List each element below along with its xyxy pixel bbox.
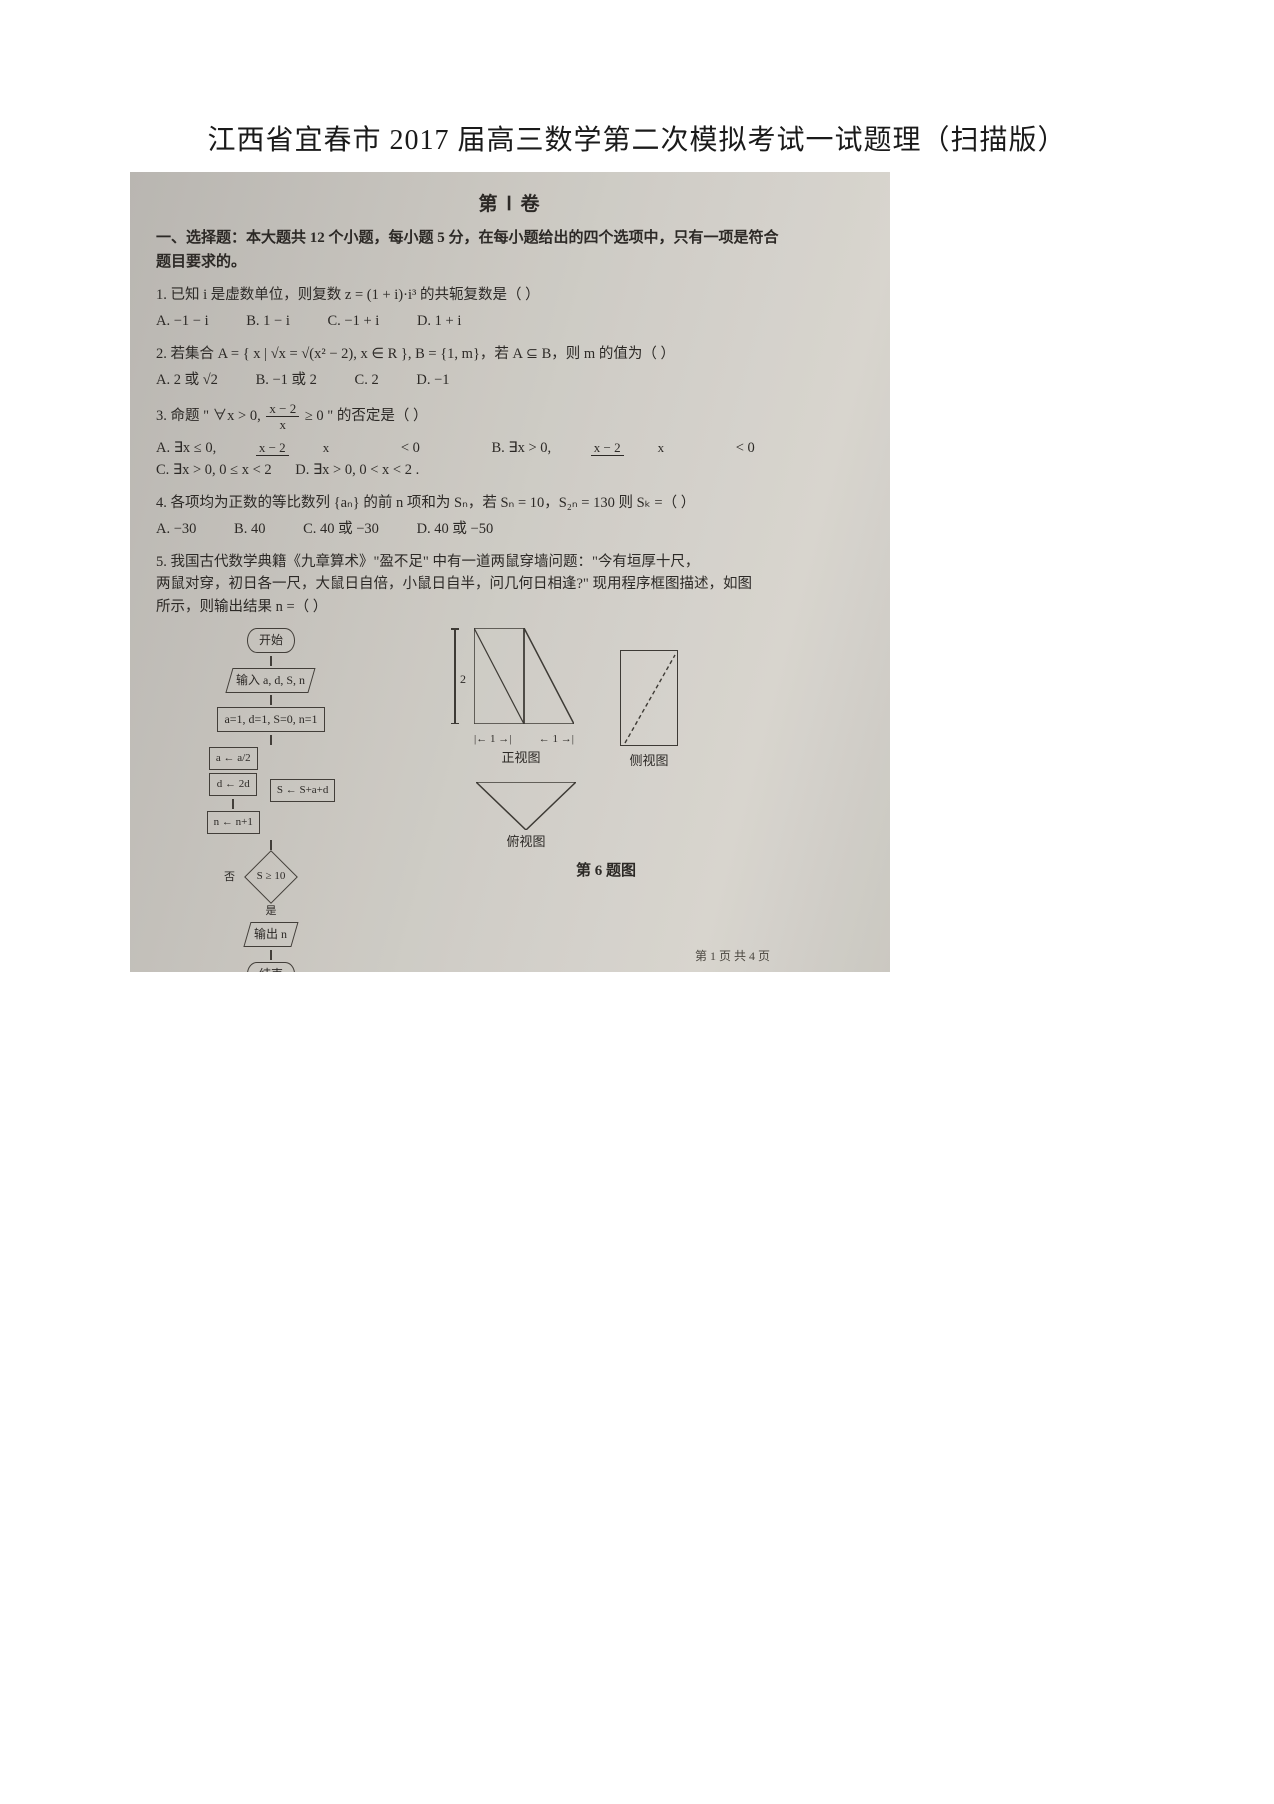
q6-row1: 2 |← 1 →| ← 1 →| 正视图	[456, 628, 756, 746]
page-footer: 第 1 页 共 4 页	[695, 947, 770, 966]
q3A-d: x	[323, 440, 330, 454]
question-5: 5. 我国古代数学典籍《九章算术》"盈不足" 中有一道两鼠穿墙问题："今有垣厚十…	[156, 551, 864, 618]
front-view: 2 |← 1 →| ← 1 →| 正视图	[456, 628, 586, 746]
q3B-d: x	[658, 440, 665, 454]
flow-split-row: a ← a/2 d ← 2d n ← n+1 S ← S+a+d	[207, 747, 336, 837]
flow-init: a=1, d=1, S=0, n=1	[217, 707, 324, 732]
flow-incr: n ← n+1	[207, 811, 260, 834]
q3A-frac: x − 2 x	[256, 440, 363, 456]
q1-opt-d: D. 1 + i	[417, 310, 461, 332]
q3-post: ≥ 0 " 的否定是（ ）	[305, 408, 428, 424]
q6-views: 2 |← 1 →| ← 1 →| 正视图	[456, 628, 756, 883]
q3-opt-a: A. ∃x ≤ 0, x − 2 x < 0	[156, 437, 454, 459]
q3-options: A. ∃x ≤ 0, x − 2x < 0 B. ∃x > 0, x − 2x …	[156, 437, 864, 482]
front-dim-left: 2	[454, 628, 456, 724]
front-dim-b1: |← 1 →|	[474, 731, 511, 748]
arrow-icon	[270, 656, 272, 666]
q3-frac-den: x	[266, 417, 299, 431]
q4-opt-a: A. −30	[156, 518, 196, 540]
arrow-icon	[270, 840, 272, 850]
q3-opt-b: B. ∃x > 0, x − 2 x < 0	[492, 437, 789, 459]
flow-input: 输入 a, d, S, n	[226, 668, 316, 693]
q1-opt-b: B. 1 − i	[246, 310, 290, 332]
front-dim-v: 2	[460, 670, 466, 689]
q3A-pre: A. ∃x ≤ 0,	[156, 437, 216, 459]
q4-opt-c: C. 40 或 −30	[303, 518, 379, 540]
arrow-icon	[232, 799, 234, 809]
flow-yes-label: 是	[266, 903, 277, 920]
question-3: 3. 命题 " ∀x > 0, x − 2 x ≥ 0 " 的否定是（ ）	[156, 402, 864, 431]
flow-left-d: d ← 2d	[209, 773, 257, 796]
question-4: 4. 各项均为正数的等比数列 {aₙ} 的前 n 项和为 Sₙ，若 Sₙ = 1…	[156, 492, 864, 514]
section1-line2: 题目要求的。	[156, 254, 246, 270]
flow-output-text: 输出 n	[254, 925, 287, 944]
q2-opt-d: D. −1	[416, 369, 449, 391]
question-1: 1. 已知 i 是虚数单位，则复数 z = (1 + i)·i³ 的共轭复数是（…	[156, 284, 864, 306]
flow-no-label: 否	[224, 869, 235, 886]
q2-opt-b: B. −1 或 2	[256, 369, 317, 391]
q3B-n: x − 2	[591, 441, 624, 456]
q3B-pre: B. ∃x > 0,	[492, 437, 552, 459]
section1-heading: 一、选择题：本大题共 12 个小题，每小题 5 分，在每小题给出的四个选项中，只…	[156, 227, 864, 274]
q6-caption: 第 6 题图	[456, 860, 756, 883]
diagram-row: 开始 输入 a, d, S, n a=1, d=1, S=0, n=1 a ← …	[156, 628, 864, 972]
flow-left-a: a ← a/2	[209, 747, 258, 770]
q2-opt-a: A. 2 或 √2	[156, 369, 218, 391]
flow-start: 开始	[247, 628, 295, 653]
top-view: 俯视图	[476, 782, 576, 830]
q3-fraction: x − 2 x	[266, 402, 299, 431]
flow-cond-text: S ≥ 10	[246, 852, 296, 902]
q5-l1: 5. 我国古代数学典籍《九章算术》"盈不足" 中有一道两鼠穿墙问题："今有垣厚十…	[156, 554, 699, 570]
front-dim-bottom: |← 1 →| ← 1 →|	[474, 731, 574, 748]
q4-options: A. −30 B. 40 C. 40 或 −30 D. 40 或 −50	[156, 518, 864, 540]
flow-right: S ← S+a+d	[270, 779, 336, 802]
top-label: 俯视图	[476, 832, 576, 852]
q3-frac-num: x − 2	[266, 402, 299, 417]
q4-opt-b: B. 40	[234, 518, 265, 540]
q5-l2: 两鼠对穿，初日各一尺，大鼠日自倍，小鼠日自半，问几何日相逢?" 现用程序框图描述…	[156, 576, 752, 592]
q4-opt-d: D. 40 或 −50	[417, 518, 494, 540]
q3-opt-d: D. ∃x > 0, 0 < x < 2 .	[295, 459, 419, 481]
scanned-exam-page: 第 Ⅰ 卷 一、选择题：本大题共 12 个小题，每小题 5 分，在每小题给出的四…	[130, 172, 890, 972]
question-2: 2. 若集合 A = { x | √x = √(x² − 2), x ∈ R }…	[156, 343, 864, 365]
q5-l3: 所示，则输出结果 n =（ ）	[156, 599, 327, 615]
flowchart: 开始 输入 a, d, S, n a=1, d=1, S=0, n=1 a ← …	[156, 628, 386, 972]
q3-pre: 3. 命题 " ∀x > 0,	[156, 408, 264, 424]
q2-options: A. 2 或 √2 B. −1 或 2 C. 2 D. −1	[156, 369, 864, 391]
flow-input-text: 输入 a, d, S, n	[236, 671, 305, 690]
q3A-post: < 0	[401, 437, 420, 459]
side-label: 侧视图	[615, 751, 683, 771]
q1-options: A. −1 − i B. 1 − i C. −1 + i D. 1 + i	[156, 310, 864, 332]
side-view: 侧视图	[620, 650, 678, 746]
q3A-n: x − 2	[256, 441, 289, 456]
page-title: 江西省宜春市 2017 届高三数学第二次模拟考试一试题理（扫描版）	[0, 118, 1274, 158]
arrow-icon	[270, 950, 272, 960]
front-dim-b2: ← 1 →|	[539, 731, 574, 748]
flow-output: 输出 n	[243, 922, 298, 947]
flow-end: 结束	[247, 962, 295, 972]
q3B-post: < 0	[736, 437, 755, 459]
section1-line1: 一、选择题：本大题共 12 个小题，每小题 5 分，在每小题给出的四个选项中，只…	[156, 230, 779, 246]
flow-condition: S ≥ 10 否	[246, 852, 296, 902]
front-triangle	[474, 628, 574, 724]
front-label: 正视图	[456, 748, 586, 768]
q3-opt-c: C. ∃x > 0, 0 ≤ x < 2	[156, 459, 272, 481]
q2-opt-c: C. 2	[355, 369, 379, 391]
arrow-icon	[270, 695, 272, 705]
volume-heading: 第 Ⅰ 卷	[156, 190, 864, 219]
arrow-icon	[270, 735, 272, 745]
q1-opt-c: C. −1 + i	[328, 310, 380, 332]
q1-opt-a: A. −1 − i	[156, 310, 209, 332]
q3B-frac: x − 2 x	[591, 440, 698, 456]
